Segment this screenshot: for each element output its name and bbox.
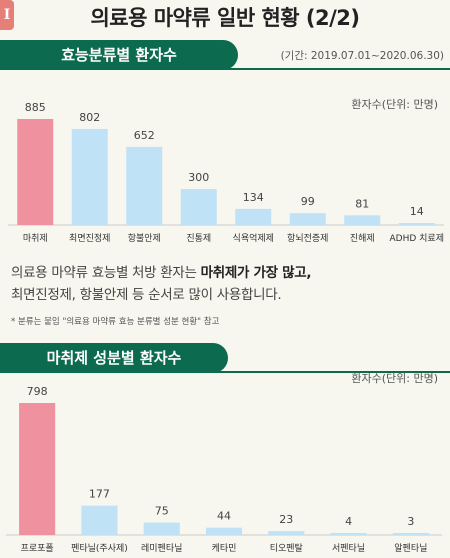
- category-label-6: 진해제: [350, 233, 375, 244]
- value-label-5: 99: [301, 195, 315, 208]
- bar-2: [143, 522, 180, 535]
- category-label-6: 알펜타닐: [394, 543, 427, 554]
- section-tab-anesthetic: 마취제 성분별 환자수: [0, 343, 228, 373]
- bar-7: [398, 223, 435, 225]
- unit-label-1: 환자수(단위: 만명): [351, 98, 438, 111]
- category-label-1: 최면진정제: [69, 233, 110, 244]
- anesthetic-bar-chart: 798 프로포폴 177 펜타닐(주사제) 75 레미펜타닐 44 케타민 23 티오펜탈 4 서펜타…: [6, 385, 442, 554]
- value-label-6: 81: [355, 197, 369, 210]
- category-label-3: 진통제: [186, 233, 211, 244]
- description-line-1: 의료용 마약류 효능별 처방 환자는 마취제가 가장 많고,: [11, 262, 312, 284]
- category-label-7: ADHD 치료제: [390, 232, 445, 244]
- category-label-5: 항뇌전증제: [287, 233, 328, 244]
- section-tab-anesthetic-label: 마취제 성분별 환자수: [46, 349, 182, 367]
- description-emphasis: 마취제가 가장 많고,: [200, 265, 312, 281]
- value-label-5: 4: [345, 515, 352, 528]
- section-tab-efficacy: 효능분류별 환자수: [0, 40, 238, 70]
- bar-5: [289, 213, 326, 225]
- value-label-4: 23: [279, 513, 293, 526]
- bar-4: [268, 531, 305, 535]
- bar-0: [17, 119, 54, 225]
- unit-label-2: 환자수(단위: 만명): [351, 372, 438, 385]
- efficacy-bar-chart: 885 마취제 802 최면진정제 652 항불안제 300 진통제 134 식욕억제제 99 항뇌전…: [8, 101, 445, 244]
- category-label-2: 레미펜타닐: [141, 543, 182, 554]
- bar-4: [235, 208, 272, 225]
- bar-1: [81, 505, 118, 535]
- title-bar: I 의료용 마약류 일반 현황 (2/2): [0, 0, 450, 36]
- category-label-4: 티오펜탈: [270, 543, 303, 554]
- category-label-4: 식욕억제제: [233, 232, 274, 244]
- category-label-0: 마취제: [23, 233, 48, 244]
- value-label-3: 44: [217, 510, 231, 523]
- bar-1: [71, 128, 108, 225]
- value-label-0: 885: [25, 101, 46, 114]
- section-badge-label: I: [3, 7, 11, 23]
- bar-3: [205, 527, 243, 535]
- footnote: * 분류는 붙임 "의료용 마약류 효능 분류별 성분 현황" 참고: [11, 317, 220, 327]
- period-label: (기간: 2019.07.01~2020.06.30): [280, 50, 444, 62]
- category-label-1: 펜타닐(주사제): [71, 543, 128, 554]
- description-line-2: 최면진정제, 항불안제 등 순서로 많이 사용합니다.: [11, 287, 282, 303]
- category-label-5: 서펜타닐: [332, 543, 365, 554]
- bar-3: [180, 189, 217, 225]
- section-badge: I: [0, 0, 14, 30]
- value-label-7: 14: [410, 205, 424, 218]
- description-line-1-text: 의료용 마약류 효능별 처방 환자는: [11, 265, 201, 281]
- category-label-2: 항불안제: [128, 233, 161, 244]
- category-label-3: 케타민: [212, 543, 237, 554]
- description: 의료용 마약류 효능별 처방 환자는 마취제가 가장 많고, 최면진정제, 항불…: [11, 262, 312, 306]
- value-label-2: 652: [134, 129, 155, 142]
- page-title: 의료용 마약류 일반 현황 (2/2): [90, 6, 360, 30]
- category-label-0: 프로포폴: [21, 543, 54, 554]
- value-label-6: 3: [407, 515, 414, 528]
- section-tab-efficacy-label: 효능분류별 환자수: [61, 46, 177, 64]
- value-label-2: 75: [155, 505, 169, 518]
- value-label-4: 134: [243, 191, 264, 204]
- bar-6: [392, 533, 429, 535]
- value-label-3: 300: [188, 171, 209, 184]
- value-label-1: 177: [89, 488, 110, 501]
- value-label-0: 798: [27, 385, 48, 398]
- bar-5: [330, 533, 367, 535]
- value-label-1: 802: [79, 111, 100, 124]
- section-divider-2: [0, 371, 450, 373]
- bar-2: [126, 146, 163, 225]
- bar-6: [344, 215, 381, 225]
- bar-0: [19, 403, 56, 535]
- section-divider: [0, 68, 450, 70]
